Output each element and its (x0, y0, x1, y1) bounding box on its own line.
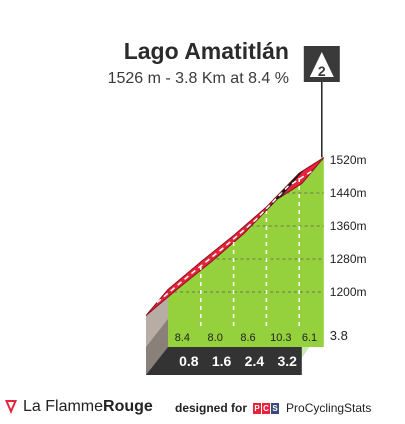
gradient-label: 8.6 (240, 332, 255, 344)
category-triangle-icon (309, 52, 334, 77)
pcs-letter: C (262, 402, 271, 414)
pcs-logo-icon: P C S (253, 402, 280, 414)
axis-band (146, 347, 302, 375)
pcs-name: ProCyclingStats (286, 401, 372, 415)
brand-lafflammerouge: La Flamme Rouge (4, 398, 153, 416)
designed-for: designed for P C S ProCyclingStats (175, 401, 371, 415)
stone-face (146, 289, 168, 352)
slope-base (168, 326, 324, 347)
flame-logo-icon (5, 400, 17, 414)
y-tick-label: 1360m (330, 219, 367, 233)
x-tick-label: 1.6 (212, 353, 232, 369)
road-steep-section (262, 170, 304, 214)
gradient-label: 10.3 (270, 332, 291, 344)
chart-title: Lago Amatitlán (123, 38, 289, 64)
x-end-label: 3.8 (330, 328, 348, 343)
y-tick-label: 1520m (330, 153, 367, 167)
brand-bold: Rouge (103, 398, 153, 415)
y-tick-label: 1200m (330, 285, 367, 299)
axis-band-side (146, 319, 168, 375)
pcs-letter: P (253, 402, 262, 414)
designed-for-label: designed for (175, 401, 248, 415)
x-tick-label: 3.2 (277, 353, 297, 369)
gradient-label: 8.0 (208, 332, 223, 344)
y-tick-label: 1280m (330, 252, 367, 266)
chart-subtitle: 1526 m - 3.8 Km at 8.4 % (107, 70, 289, 87)
y-tick-label: 1440m (330, 186, 367, 200)
brand-plain: La Flamme (23, 398, 104, 415)
pcs-letter: S (271, 402, 280, 414)
gradient-label: 6.1 (302, 332, 317, 344)
footer: La Flamme Rouge designed for P C S ProCyc… (0, 394, 405, 424)
x-tick-label: 0.8 (179, 353, 199, 369)
gradient-label: 8.4 (175, 332, 190, 344)
road-centre-line (156, 169, 314, 304)
x-tick-label: 2.4 (245, 353, 265, 369)
slope-area (168, 157, 324, 326)
category-number: 2 (318, 63, 326, 79)
